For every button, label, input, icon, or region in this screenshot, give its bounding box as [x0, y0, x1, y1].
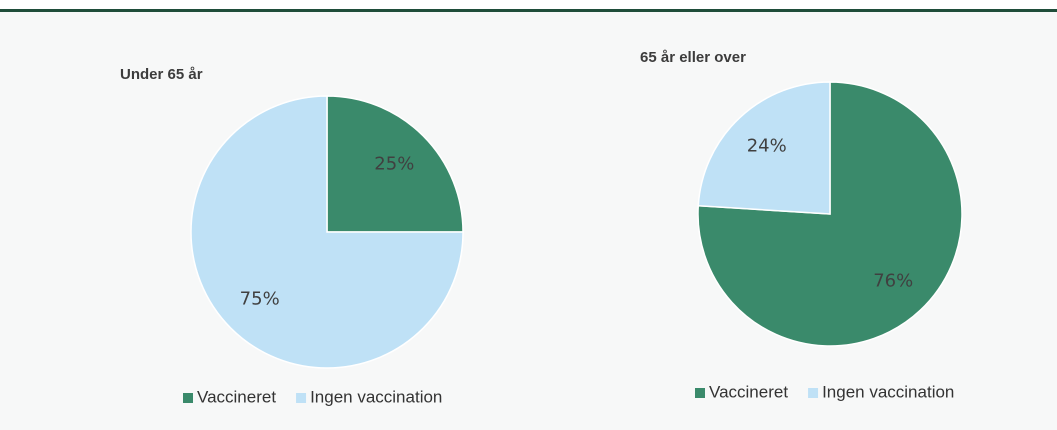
legend-label: Ingen vaccination	[310, 387, 442, 406]
top-rule	[0, 9, 1057, 12]
legend-swatch	[695, 388, 705, 398]
data-label: 24%	[747, 136, 787, 157]
data-label: 25%	[374, 154, 414, 175]
top-margin	[0, 0, 1057, 10]
pie-slice	[326, 95, 464, 233]
chart-title: 65 år eller over	[640, 49, 746, 66]
legend-label: Vaccineret	[197, 387, 276, 406]
chart-title: Under 65 år	[120, 66, 203, 83]
data-label: 76%	[873, 270, 913, 291]
pie-slice	[697, 81, 963, 347]
legend-label: Ingen vaccination	[822, 382, 954, 401]
pie-slice	[190, 95, 464, 369]
legend-swatch	[183, 393, 193, 403]
legend-label: Vaccineret	[709, 382, 788, 401]
pie-slice	[697, 81, 831, 215]
legend-swatch	[808, 388, 819, 398]
legend-swatch	[296, 393, 307, 403]
data-label: 75%	[240, 288, 280, 309]
